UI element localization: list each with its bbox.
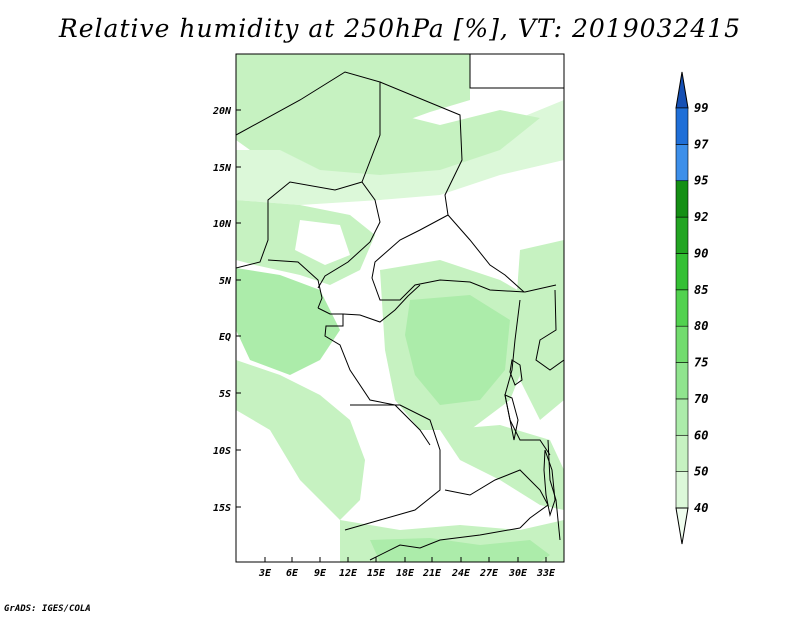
longitude-label: 12E [339,568,358,579]
border-line [267,259,323,309]
colorbar-segment [675,180,689,218]
border-line [469,54,564,89]
colorbar-label: 95 [694,174,708,188]
colorbar-label: 60 [694,428,708,442]
longitude-label: 18E [396,568,415,579]
humidity-region-central-core [405,295,510,405]
latitude-label: 5S [219,389,231,400]
colorbar-label: 99 [694,101,708,115]
border-line [317,307,431,446]
latitude-label: 15S [213,503,231,514]
colorbar-label: 70 [694,392,708,406]
colorbar-label: 92 [694,210,708,224]
longitude-label: 33E [536,568,556,579]
latitude-ticks [236,109,241,508]
border-line [236,181,363,269]
colorbar-label: 90 [694,246,708,260]
border-line [236,71,381,289]
colorbar-segment [675,253,689,291]
colorbar-segment [675,144,689,182]
longitude-label: 24E [451,568,471,579]
latitude-label: 15N [213,163,232,174]
border-line [344,404,441,531]
border-line [371,214,557,301]
colorbar-top-arrow [675,71,689,109]
humidity-region-gulf [236,268,340,375]
longitude-label: 21E [422,568,442,579]
humidity-region-south-core [370,538,550,562]
longitude-label: 27E [479,568,499,579]
border-line [342,284,421,323]
chart-title: Relative humidity at 250hPa [%], VT: 201… [58,14,742,43]
humidity-dry-pocket-central [395,440,445,510]
lake-outline [509,359,523,386]
colorbar-label: 75 [694,356,708,370]
longitude-labels: 3E 6E 9E 12E 15E 18E 21E 24E 27E 30E 33E [258,568,556,579]
humidity-region-east [515,240,564,420]
colorbar-segment [675,362,689,400]
colorbar-label: 40 [694,501,708,515]
colorbar-segment [675,471,689,509]
colorbar-bottom-arrow [675,507,689,545]
longitude-label: 9E [314,568,327,579]
longitude-label: 30E [508,568,528,579]
colorbar-label: 97 [694,137,709,151]
latitude-label: 10S [213,446,231,457]
colorbar-segment [675,325,689,363]
humidity-region-north-core [280,110,540,175]
colorbar-segment [675,434,689,472]
latitude-label: 20N [212,106,232,117]
map-frame [235,53,565,563]
colorbar-segment [675,216,689,254]
colorbar-segment [675,107,689,145]
latitude-label: 5N [219,276,232,287]
colorbar-label: 80 [694,319,708,333]
colorbar-segment [675,398,689,436]
longitude-label: 15E [367,568,386,579]
lake-outline [504,394,519,441]
longitude-label: 3E [258,568,272,579]
border-line [535,289,564,371]
lake-outline [543,449,556,517]
border-line [444,469,549,529]
latitude-labels: 20N 15N 10N 5N EQ 5S 10S 15S [212,106,232,514]
humidity-dry-pocket-west [295,220,350,265]
colorbar: 40 50 60 70 75 80 85 90 92 95 97 99 [675,71,709,545]
humidity-region-southeast [440,425,564,510]
humidity-region-north [236,54,470,150]
colorbar-label: 50 [694,465,708,479]
colorbar-segment [675,289,689,327]
humidity-field [236,54,564,562]
latitude-label: EQ [219,332,231,343]
longitude-label: 6E [286,568,299,579]
longitude-ticks [264,557,547,562]
country-borders [236,54,564,561]
credit-label: GrADS: IGES/COLA [4,604,91,614]
border-line [369,527,521,561]
humidity-region-coast [236,360,365,520]
latitude-label: 10N [213,219,232,230]
colorbar-label: 85 [694,283,708,297]
